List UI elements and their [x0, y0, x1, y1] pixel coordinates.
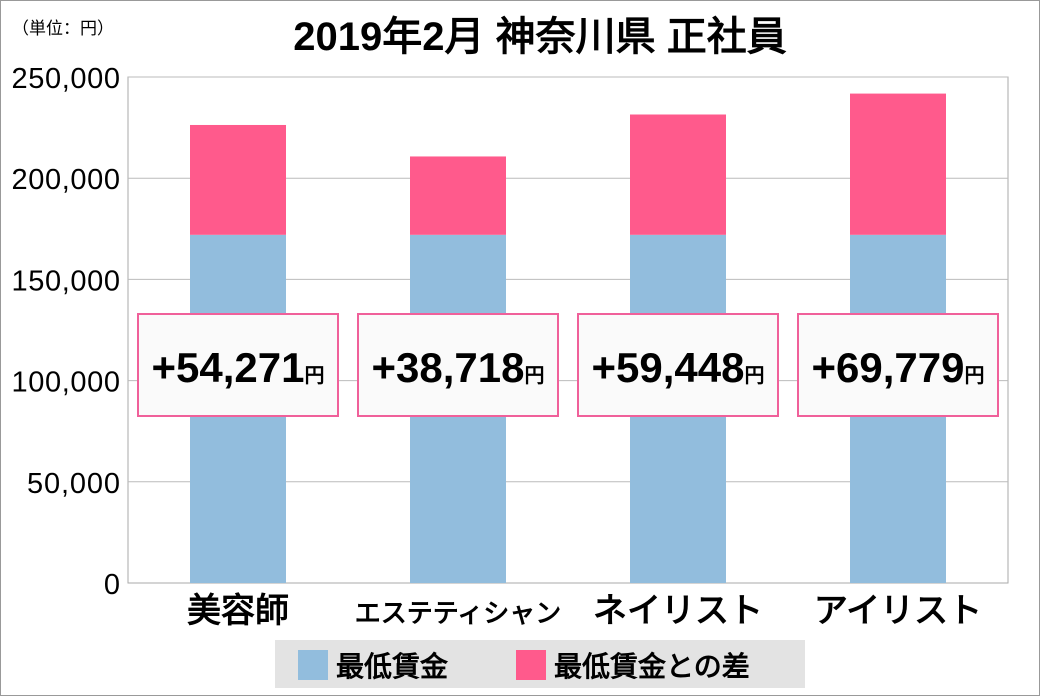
annotation-box	[577, 313, 779, 417]
y-tick-label: 50,000	[27, 468, 120, 500]
bar-difference	[850, 93, 946, 235]
annotation-box	[137, 313, 339, 417]
annotation-unit: 円	[525, 365, 545, 387]
legend-label: 最低賃金との差	[554, 650, 750, 682]
x-tick-label: 美容師	[187, 592, 289, 630]
chart-title: 2019年2月 神奈川県 正社員	[293, 15, 786, 59]
bar-difference	[410, 156, 506, 235]
unit-label: （単位：円）	[12, 19, 114, 38]
annotation-box	[357, 313, 559, 417]
annotation-value: +38,718円	[372, 344, 545, 391]
annotation-unit: 円	[965, 365, 985, 387]
y-tick-label: 250,000	[12, 63, 121, 95]
annotation-value: +54,271円	[152, 344, 325, 391]
annotation-value: +69,779円	[812, 344, 985, 391]
x-tick-label: エステティシャン	[355, 598, 561, 628]
y-tick-label: 150,000	[12, 265, 121, 297]
x-tick-label: ネイリスト	[593, 592, 763, 630]
y-tick-label: 100,000	[12, 367, 121, 399]
annotation-box	[797, 313, 999, 417]
y-tick-label: 0	[104, 569, 120, 601]
y-tick-label: 200,000	[12, 164, 121, 196]
bar-difference	[190, 124, 286, 235]
annotation-unit: 円	[745, 365, 765, 387]
legend-swatch	[298, 650, 328, 680]
bar-difference	[630, 114, 726, 235]
legend-label: 最低賃金	[336, 650, 449, 682]
annotation-value: +59,448円	[592, 344, 765, 391]
annotation-unit: 円	[305, 365, 325, 387]
legend-swatch	[516, 650, 546, 680]
x-tick-label: アイリスト	[814, 592, 982, 630]
